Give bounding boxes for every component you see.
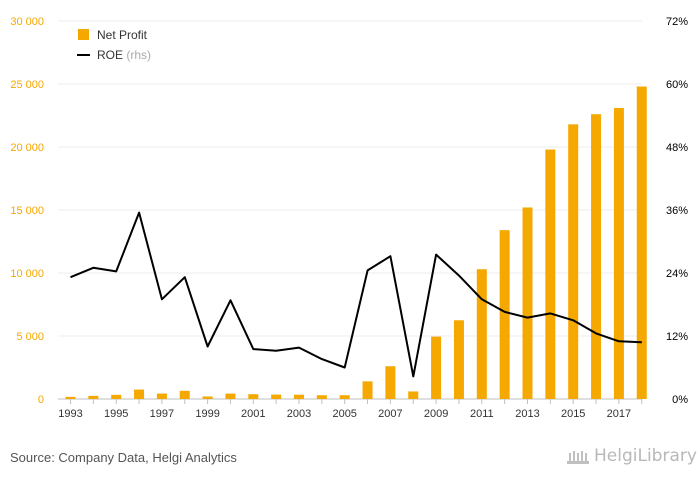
brand-name: HelgiLibrary — [594, 446, 697, 466]
x-tick-label: 2015 — [561, 408, 585, 420]
legend-label-roe: ROE (rhs) — [97, 48, 151, 62]
brand-logo: HelgiLibrary — [566, 446, 697, 466]
bar-net-profit — [65, 396, 76, 399]
x-tick-label: 2009 — [424, 408, 448, 420]
right-axis-tick-label: 72% — [666, 16, 688, 28]
line-roe — [70, 211, 642, 378]
source-note: Source: Company Data, Helgi Analytics — [10, 450, 237, 465]
left-axis-tick-label: 30 000 — [10, 16, 44, 28]
bar-net-profit — [248, 394, 259, 399]
x-tick-label: 2017 — [607, 408, 631, 420]
library-icon — [567, 451, 589, 464]
bar-net-profit — [271, 394, 282, 399]
bar-net-profit — [476, 269, 487, 399]
right-axis-tick-label: 12% — [666, 331, 688, 343]
chart: 0 5 000 10 000 15 000 20 000 25 000 30 000 0% 12… — [10, 16, 688, 420]
right-axis-tick-label: 36% — [666, 205, 688, 217]
bar-net-profit — [88, 395, 99, 399]
x-tick-label: 1999 — [195, 408, 219, 420]
bar-net-profit — [385, 366, 396, 399]
left-axis-tick-label: 25 000 — [10, 79, 44, 91]
bar-net-profit — [202, 396, 213, 399]
left-axis-tick-label: 15 000 — [10, 205, 44, 217]
x-tick-label: 2005 — [332, 408, 356, 420]
bar-net-profit — [591, 114, 602, 400]
legend-swatch-net-profit — [78, 29, 89, 40]
right-axis-tick-label: 24% — [666, 268, 688, 280]
x-tick-label: 2011 — [470, 408, 494, 420]
bar-net-profit — [156, 393, 167, 399]
bar-net-profit — [522, 207, 533, 399]
bar-net-profit — [499, 230, 510, 399]
bar-net-profit — [613, 107, 624, 399]
bar-net-profit — [294, 394, 304, 399]
x-tick-label: 1995 — [104, 408, 128, 420]
x-tick-label: 1997 — [150, 408, 174, 420]
bar-net-profit — [568, 124, 579, 399]
legend-label-net-profit: Net Profit — [97, 28, 148, 42]
bar-net-profit — [453, 320, 464, 399]
x-tick-label: 1993 — [58, 408, 82, 420]
bar-net-profit — [636, 86, 647, 400]
legend-label-roe-suffix: (rhs) — [126, 48, 151, 62]
x-tick-label: 2007 — [378, 408, 402, 420]
left-axis-tick-label: 0 — [38, 394, 44, 406]
left-axis-tick-label: 5 000 — [16, 331, 44, 343]
bar-net-profit — [111, 394, 122, 399]
bar-net-profit — [316, 395, 327, 399]
right-axis-tick-label: 60% — [666, 79, 688, 91]
bar-net-profit — [339, 395, 350, 399]
bar-net-profit — [431, 336, 442, 399]
x-tick-label: 2003 — [287, 408, 311, 420]
right-axis-tick-label: 48% — [666, 142, 688, 154]
bar-net-profit — [225, 393, 236, 399]
x-tick-label: 2013 — [515, 408, 539, 420]
left-axis-tick-label: 10 000 — [10, 268, 44, 280]
bar-net-profit — [134, 389, 145, 399]
bar-net-profit — [362, 381, 373, 399]
bar-net-profit — [179, 390, 190, 399]
right-axis-tick-label: 0% — [672, 394, 688, 406]
bar-net-profit — [408, 391, 419, 399]
left-axis-tick-label: 20 000 — [10, 142, 44, 154]
bar-net-profit — [545, 149, 556, 399]
x-tick-label: 2001 — [241, 408, 265, 420]
